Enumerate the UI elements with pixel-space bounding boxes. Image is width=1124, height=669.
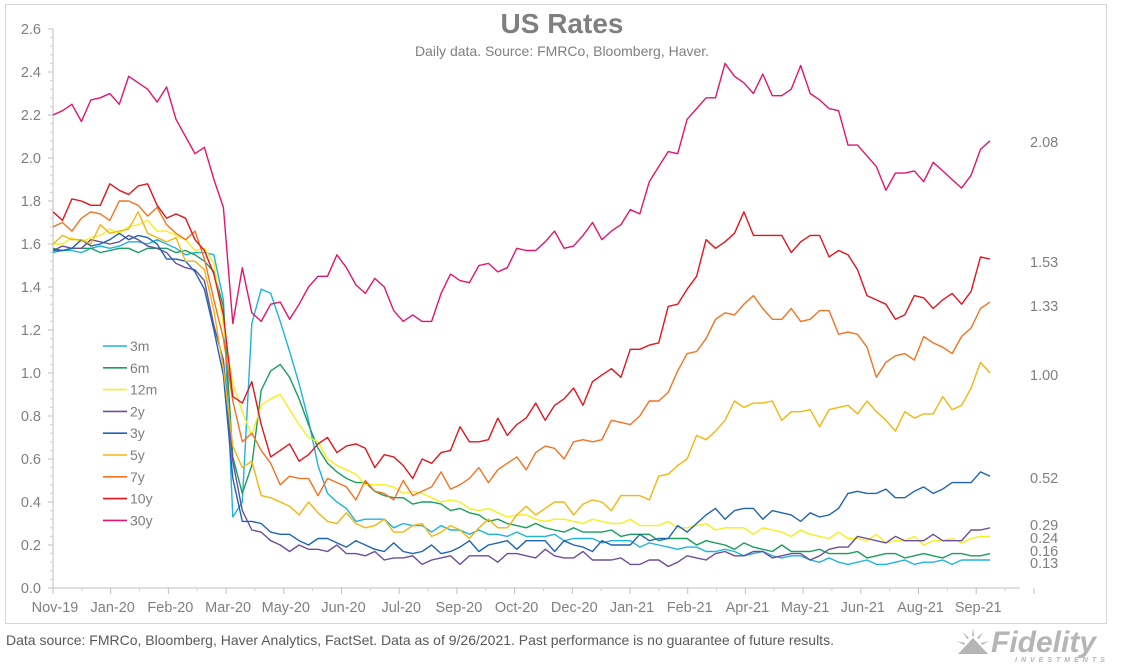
x-tick-label: Oct-20 [495,600,539,616]
series-line-2y [52,234,991,568]
y-tick-label: 0.6 [21,452,41,468]
x-tick-label: May-21 [781,600,829,616]
series-line-3m [52,238,990,566]
y-tick-label: 0.4 [21,495,41,511]
x-tick-label: Aug-21 [897,600,944,616]
series-line-10y [52,183,991,480]
end-label-5y: 1.00 [1030,368,1058,384]
legend-label-30y: 30y [130,512,153,528]
x-tick-label: Jun-20 [321,600,365,616]
axes: 0.0 0.2 0.4 0.6 0.8 1.0 1.2 1.4 1.6 1.8 2.0 2.2 2.4 2… [21,22,1035,616]
end-label-6m: 0.16 [1030,544,1058,560]
logo-tagline: INVESTMENTS [1015,657,1109,664]
end-label-3y: 0.52 [1030,471,1058,487]
legend-label-3y: 3y [130,425,145,441]
chart-subtitle: Daily data. Source: FMRCo, Bloomberg, Ha… [414,43,710,59]
x-tick-label: Nov-19 [32,600,79,616]
x-tick-label: Sep-21 [955,600,1002,616]
end-label-2y: 0.29 [1030,518,1058,534]
series-layer [52,62,991,568]
end-label-7y: 1.33 [1030,299,1058,315]
x-tick-label: Jul-20 [381,600,421,616]
legend-label-12m: 12m [130,382,157,398]
x-tick-label: Feb-20 [147,600,193,616]
legend-label-7y: 7y [130,469,145,485]
legend: 3m 6m 12m 2y 3y 5y 7y 10y 30y [103,338,157,528]
logo-wordmark: Fidelity [991,626,1097,659]
y-tick-label: 2.6 [21,22,41,38]
pyramid-sunburst-icon [957,628,989,654]
fidelity-logo: Fidelity INVESTMENTS [957,626,1109,664]
y-tick-label: 2.4 [21,65,41,81]
footnote: Data source: FMRCo, Bloomberg, Haver Ana… [6,632,834,648]
y-tick-label: 1.6 [21,237,41,253]
x-tick-label: Jun-21 [841,600,885,616]
series-line-7y [52,200,991,501]
legend-label-6m: 6m [130,360,149,376]
end-label-3m: 0.13 [1030,556,1058,572]
y-tick-label: 0.0 [21,581,41,597]
x-tick-label: Sep-20 [436,600,483,616]
legend-label-10y: 10y [130,491,153,507]
series-line-3y [53,232,991,555]
y-tick-label: 0.8 [21,409,41,425]
x-tick-label: Mar-20 [205,600,251,616]
end-label-12m: 0.24 [1030,531,1058,547]
x-tick-label: Feb-21 [667,600,713,616]
legend-label-3m: 3m [130,338,149,354]
y-tick-label: 0.2 [21,538,41,554]
x-tick-label: May-20 [262,600,310,616]
series-line-6m [52,247,991,559]
legend-label-2y: 2y [130,403,145,419]
series-line-30y [52,62,991,325]
y-tick-label: 1.0 [21,366,41,382]
series-line-5y [52,211,991,540]
y-tick-label: 2.0 [21,151,41,167]
x-tick-label: Jan-20 [91,600,135,616]
x-tick-label: Jan-21 [610,600,654,616]
end-label-30y: 2.08 [1030,135,1058,151]
x-tick-label: Apr-21 [726,600,770,616]
x-tick-label: Dec-20 [551,600,598,616]
y-tick-label: 1.4 [21,280,41,296]
chart-title: US Rates [500,8,624,39]
legend-label-5y: 5y [130,447,145,463]
y-tick-label: 1.2 [21,323,41,339]
y-tick-label: 1.8 [21,194,41,210]
end-labels: 0.130.160.240.29 0.52 1.00 1.33 1.53 2.08 [1030,135,1058,572]
chart-frame [5,4,1107,624]
end-label-10y: 1.53 [1030,255,1058,271]
y-tick-label: 2.2 [21,108,41,124]
series-line-12m [53,219,990,546]
